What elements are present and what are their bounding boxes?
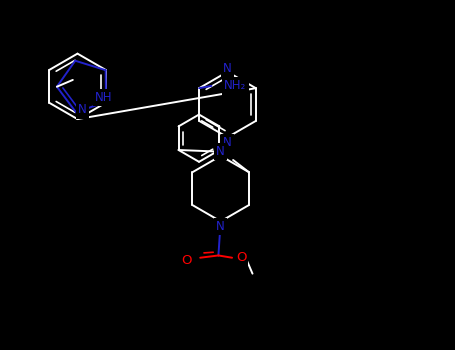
Text: O: O	[182, 253, 192, 266]
Text: N: N	[223, 62, 232, 75]
Text: NH: NH	[95, 91, 112, 104]
Text: O: O	[236, 251, 247, 264]
Text: N: N	[216, 145, 225, 158]
Text: N: N	[216, 220, 225, 233]
Text: N: N	[223, 136, 232, 149]
Text: N: N	[78, 104, 87, 117]
Text: NH₂: NH₂	[224, 79, 247, 92]
